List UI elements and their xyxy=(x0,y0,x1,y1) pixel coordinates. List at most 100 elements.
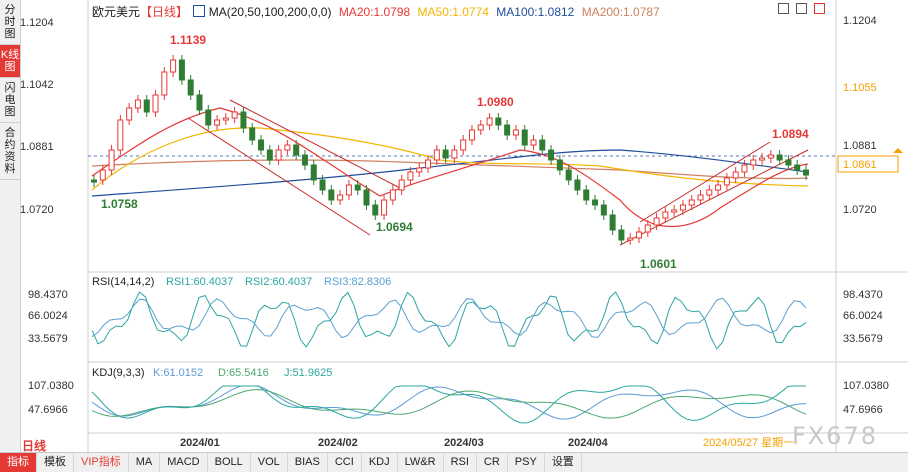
indicator-tab[interactable]: 设置 xyxy=(545,453,582,472)
candle-body xyxy=(372,204,379,216)
ma-settings-icon[interactable] xyxy=(193,5,206,17)
tab-kline[interactable]: K线图 xyxy=(0,45,20,78)
candle-body xyxy=(143,99,150,113)
candle-body xyxy=(565,169,572,181)
candle-body xyxy=(504,124,511,136)
ma-price-tick: 1.1055 xyxy=(843,82,877,94)
price-tick-right: 1.0881 xyxy=(843,140,877,152)
period-label[interactable]: 日线 xyxy=(22,439,47,453)
indicator-tab[interactable]: LW&R xyxy=(398,453,444,472)
candle-body xyxy=(328,189,335,201)
kdj-tick: 107.0380 xyxy=(28,380,74,392)
minimize-icon[interactable] xyxy=(796,3,807,14)
candle-body xyxy=(468,129,475,141)
rsi1-value: RSI1:60.4037 xyxy=(166,276,233,288)
indicator-tab[interactable]: BOLL xyxy=(208,453,251,472)
current-price-arrow-icon xyxy=(893,148,903,153)
indicator-tab[interactable]: BIAS xyxy=(288,453,328,472)
indicator-tab[interactable]: RSI xyxy=(444,453,477,472)
price-tick-left: 1.1042 xyxy=(20,79,54,91)
candle-body xyxy=(759,157,766,161)
candle-body xyxy=(161,71,168,96)
tab-time-sharing[interactable]: 分时图 xyxy=(0,0,20,45)
annotation-low: 1.0694 xyxy=(376,220,413,234)
candle-body xyxy=(310,164,317,181)
candle-body xyxy=(196,94,203,111)
ma100-value: MA100:1.0812 xyxy=(496,5,575,19)
indicator-tab[interactable]: CR xyxy=(477,453,508,472)
indicator-tab[interactable]: PSY xyxy=(508,453,545,472)
tab-contract-info[interactable]: 合约资料 xyxy=(0,123,20,180)
candle-body xyxy=(556,159,563,171)
indicator-tab[interactable]: CCI xyxy=(328,453,362,472)
candle-body xyxy=(266,149,273,161)
rsi-tick: 66.0024 xyxy=(28,310,68,322)
candle-body xyxy=(187,79,194,96)
candle-body xyxy=(732,171,739,179)
candle-body xyxy=(486,117,493,126)
rsi3-value: RSI3:82.8306 xyxy=(324,276,391,288)
indicator-tab[interactable]: VOL xyxy=(251,453,288,472)
candle-body xyxy=(345,184,352,196)
settings-icon[interactable] xyxy=(778,3,789,14)
last-date-label: 2024/05/27 星期一 xyxy=(703,436,794,449)
kdj-k-value: K:61.0152 xyxy=(153,367,203,379)
candle-body xyxy=(284,144,291,151)
candle-body xyxy=(592,199,599,206)
rsi-tick-right: 66.0024 xyxy=(843,310,883,322)
price-tick-left: 1.1204 xyxy=(20,17,54,29)
candle-body xyxy=(178,59,185,81)
candle-body xyxy=(627,237,634,241)
candle-body xyxy=(583,189,590,201)
candle-body xyxy=(574,179,581,191)
candle-body xyxy=(618,229,625,241)
date-tick: 2024/04 xyxy=(568,437,609,449)
rsi-label: RSI(14,14,2) xyxy=(92,276,154,288)
tab-flash-chart[interactable]: 闪电图 xyxy=(0,78,20,123)
annotation-high: 1.0980 xyxy=(477,95,514,109)
watermark-logo: FX678 xyxy=(791,422,878,450)
close-icon[interactable] xyxy=(814,3,825,14)
price-tick-right: 1.1204 xyxy=(843,15,877,27)
indicator-tab[interactable]: 指标 xyxy=(0,453,37,472)
candle-body xyxy=(521,129,528,146)
candle-body xyxy=(205,109,212,126)
kdj-k-line xyxy=(91,385,807,420)
indicator-tab[interactable]: KDJ xyxy=(362,453,398,472)
candle-body xyxy=(398,179,405,191)
candle-body xyxy=(679,204,686,211)
indicator-tab[interactable]: MA xyxy=(129,453,161,472)
kdj-j-line xyxy=(91,385,806,424)
candle-body xyxy=(723,177,730,186)
rsi-tick: 98.4370 xyxy=(28,289,68,301)
rsi-tick-right: 33.5679 xyxy=(843,333,883,345)
indicator-tab[interactable]: VIP指标 xyxy=(74,453,129,472)
candle-body xyxy=(671,209,678,213)
rsi-line-1 xyxy=(91,291,807,350)
candle-body xyxy=(750,159,757,166)
candle-body xyxy=(460,139,467,151)
annotation-high: 1.0894 xyxy=(772,127,809,141)
kline-chart[interactable]: 1.1204 1.1042 1.0881 1.0720 1.1204 1.105… xyxy=(0,0,908,452)
rsi-tick-right: 98.4370 xyxy=(843,289,883,301)
candle-body xyxy=(512,129,519,136)
ma-label: MA(20,50,100,200,0,0) xyxy=(208,5,332,19)
candle-body xyxy=(706,189,713,196)
candle-body xyxy=(337,194,344,201)
indicator-tab[interactable]: 模板 xyxy=(37,453,74,472)
candle-body xyxy=(108,149,115,171)
candle-body xyxy=(99,169,106,181)
candle-body xyxy=(319,179,326,191)
ma20-line xyxy=(91,107,809,228)
candle-body xyxy=(495,117,502,126)
ma50-line xyxy=(91,127,809,191)
rsi-line-3 xyxy=(91,297,807,339)
indicator-tab[interactable]: MACD xyxy=(160,453,208,472)
rsi2-value: RSI2:60.4037 xyxy=(245,276,312,288)
candle-body xyxy=(688,199,695,206)
candle-body xyxy=(635,231,642,239)
kdj-j-value: J:51.9625 xyxy=(284,367,332,379)
date-tick: 2024/02 xyxy=(318,437,358,449)
candle-body xyxy=(231,111,238,119)
candle-body xyxy=(407,171,414,181)
